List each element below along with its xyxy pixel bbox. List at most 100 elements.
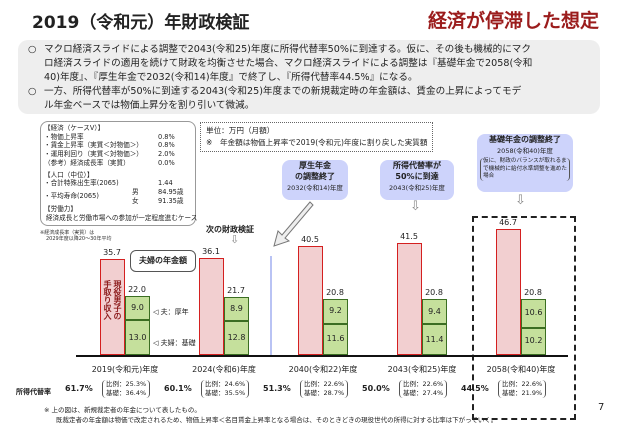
green-bar-upper: [224, 296, 249, 321]
assumption-label: ・合計特殊出生率(2065): [44, 179, 119, 188]
bullet-marker: ○: [28, 44, 37, 55]
green-bar-total: 20.8: [326, 288, 344, 298]
bullet-marker: ○: [28, 86, 37, 97]
x-tick-label: 2024(令和6)年度: [192, 365, 256, 374]
red-bar: [100, 258, 125, 355]
upper-seg-label: ◁ 夫：厚年: [153, 308, 189, 316]
assumption-label: ・物価上昇率: [44, 132, 84, 141]
footnote-line: 2029年度以降20～30年平均: [46, 236, 112, 242]
rate-breakdown: 比例：22.6% 基礎：21.9%: [498, 380, 547, 398]
hirei-rate: 比例：22.6%: [403, 380, 444, 388]
arrow-down-icon: ⇩: [410, 199, 421, 214]
callout-kosei: 厚生年金 の調整終了 2032(令和14)年度: [282, 160, 348, 200]
replacement-rate: 51.3%: [263, 384, 291, 393]
callout-title: 所得代替率が: [393, 161, 441, 170]
x-tick-label: 2058(令和40)年度: [486, 365, 556, 374]
green-bar-total: 20.8: [524, 288, 542, 298]
red-bar: [397, 243, 422, 355]
hirei-rate: 比例：22.6%: [304, 380, 345, 388]
x-axis: [76, 355, 568, 357]
green-bar-lower: [422, 324, 447, 355]
bullet-line: 一方、所得代替率が50%に到達する2043(令和25)年度までの新規裁定時の年金…: [44, 86, 522, 97]
footnote-line: ※ 上の図は、新規裁定者の年金について表したもの。: [44, 406, 201, 414]
callout-note: 仮に、財政のバランスが取れるまで機械的に給付水準調整を進めた場合: [480, 158, 570, 181]
page-title: 2019（令和元）年財政検証: [32, 13, 250, 33]
red-bar-label: 現役男子の手取り収入: [103, 280, 122, 320]
sex-label: 男: [132, 187, 139, 196]
replacement-rate: 50.0%: [362, 384, 390, 393]
unit-note: ※ 年金額は物価上昇率で2019(令和元)年度に割り戻した実質額: [206, 138, 428, 147]
divider-line: [270, 256, 272, 355]
label-text: 夫：厚年: [160, 308, 189, 316]
red-bar: [496, 229, 521, 355]
green-upper-value: 9.4: [428, 306, 441, 316]
replacement-rate: 60.1%: [164, 384, 192, 393]
rate-breakdown: 比例：22.6% 基礎：28.7%: [300, 380, 349, 398]
assumption-label: ・平均寿命(2065): [44, 192, 99, 201]
green-bar-lower: [323, 323, 348, 355]
labor-heading: 【労働力】: [44, 205, 77, 214]
red-bar: [199, 257, 224, 355]
callout-title: 厚生年金: [299, 161, 331, 170]
green-bar-lower: [521, 327, 546, 355]
callout-title: の調整終了: [295, 172, 335, 181]
couple-pension-label: 夫婦の年金額: [130, 250, 196, 272]
red-bar: [298, 246, 323, 355]
bullet-line: ロ経済スライドの適用を続けて財政を均衡させた場合、マクロ経済スライドによる調整は…: [44, 58, 533, 69]
callout-title: 50%に到達: [395, 172, 439, 181]
assumptions-box: 【経済（ケースⅤ）】 ・物価上昇率 0.8% ・賃金上昇率（実質＜対物価＞） 0.8…: [40, 121, 198, 226]
assumption-label: （参考）経済成長率（実質）: [44, 158, 130, 167]
kiso-rate: 基礎：35.5%: [205, 389, 246, 397]
bullet-line: 40)年度』、『厚生年金で2032(令和14)年度』で終了し、『所得代替率44.…: [44, 72, 418, 83]
labor-text: 経済成長と労働市場への参加が一定程度進むケース: [46, 214, 198, 223]
next-review-label: 次の財政検証: [206, 225, 254, 234]
callout-kiso: 基礎年金の調整終了 2058(令和40)年度 仮に、財政のバランスが取れるまで機…: [477, 134, 573, 192]
green-bar-upper: [323, 299, 348, 324]
hirei-rate: 比例：25.3%: [106, 380, 147, 388]
sex-label: 女: [132, 196, 139, 205]
footnotes: ※ 上の図は、新規裁定者の年金について表したもの。 既裁定者の年金額は物価で改定…: [44, 405, 497, 425]
red-bar-value: 41.5: [400, 232, 418, 242]
green-bar-upper: [422, 299, 447, 325]
arrow-down-icon: ⇩: [230, 233, 240, 246]
green-lower-value: 11.6: [326, 334, 345, 344]
green-bar-lower: [224, 320, 249, 355]
diagonal-arrow-icon: [273, 201, 314, 247]
footnote-line: 既裁定者の年金額は物価で改定されるため、物価上昇率＜名目賃金上昇率となる場合は、…: [56, 416, 498, 424]
summary-box: ○ マクロ経済スライドによる調整で2043(令和25)年度に所得代替率50%に到…: [18, 40, 600, 114]
replacement-rate: 61.7%: [65, 384, 93, 393]
green-lower-value: 12.8: [227, 332, 246, 342]
callout-year: 2058(令和40)年度: [497, 147, 553, 155]
red-bar-value: 46.7: [499, 218, 517, 228]
unit-box: 単位：万円（月額） ※ 年金額は物価上昇率で2019(令和元)年度に割り戻した実…: [200, 122, 434, 152]
green-bar-upper: [521, 299, 546, 328]
assumption-value: 0.8%: [158, 132, 175, 141]
assumption-value: 91.35歳: [158, 196, 184, 205]
assumption-value: 1.44: [158, 179, 173, 188]
green-lower-value: 10.2: [524, 336, 543, 346]
green-bar-total: 22.0: [128, 284, 146, 294]
unit-label: 単位：万円（月額）: [206, 126, 275, 135]
page-number: 7: [598, 402, 605, 413]
x-tick-label: 2019(令和元)年度: [91, 365, 159, 374]
kiso-rate: 基礎：21.9%: [502, 389, 543, 397]
assumption-label: ・運用利回り（実質＜対物価＞）: [44, 150, 143, 159]
callout-rate50: 所得代替率が 50%に到達 2043(令和25)年度: [380, 160, 454, 200]
lower-seg-label: ◁ 夫婦：基礎: [153, 339, 196, 347]
green-bar-upper: [125, 295, 150, 321]
kiso-rate: 基礎：28.7%: [304, 389, 345, 397]
kiso-rate: 基礎：36.4%: [106, 389, 147, 397]
callout-year: 2032(令和14)年度: [287, 184, 343, 192]
bullet-line: マクロ経済スライドによる調整で2043(令和25)年度に所得代替率50%に到達す…: [44, 44, 531, 55]
replacement-rate: 44.5%: [461, 384, 489, 393]
red-bar-value: 40.5: [301, 235, 319, 245]
green-upper-value: 10.6: [524, 308, 543, 318]
hirei-rate: 比例：22.6%: [502, 380, 543, 388]
assumption-value: 2.0%: [158, 150, 175, 159]
x-tick-label: 2040(令和22)年度: [288, 365, 358, 374]
assumption-label: ・賃金上昇率（実質＜対物価＞）: [44, 141, 143, 150]
rate-breakdown: 比例：22.6% 基礎：27.4%: [399, 380, 448, 398]
callout-year: 2043(令和25)年度: [389, 184, 445, 192]
econ-footnote: ※経済成長率（実質）は 2029年度以降20～30年平均: [40, 230, 111, 242]
